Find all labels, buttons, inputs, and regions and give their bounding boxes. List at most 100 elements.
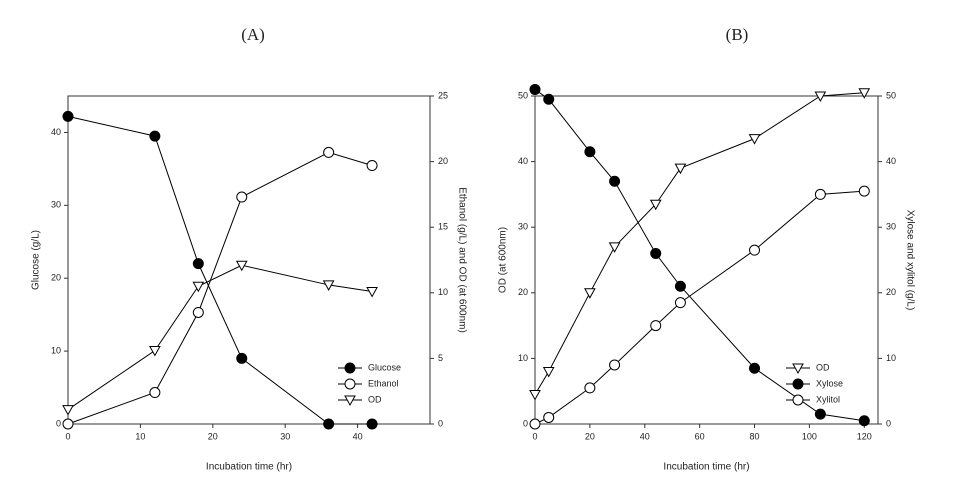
marker [674, 280, 686, 292]
chart-title: (A) [241, 25, 265, 44]
series-line [67, 264, 373, 410]
legend-marker [792, 363, 804, 375]
marker [858, 415, 870, 427]
x-axis-label: Incubation time (hr) [206, 462, 292, 473]
marker [149, 346, 161, 357]
y2-tick-label: 10 [886, 353, 896, 363]
x-tick-label: 40 [353, 431, 363, 441]
y-axis-label: Glucose (g/L) [31, 230, 42, 290]
marker [149, 130, 161, 142]
marker [192, 281, 205, 293]
y-tick-label: 40 [518, 156, 528, 166]
legend-marker [792, 378, 804, 390]
y2-tick-label: 25 [438, 90, 448, 100]
y-tick-label: 40 [51, 127, 61, 137]
y2-tick-label: 40 [886, 156, 896, 166]
marker [322, 280, 335, 291]
marker [749, 244, 761, 256]
series-line [67, 151, 373, 425]
marker [749, 362, 761, 374]
x-tick-label: 100 [802, 431, 817, 441]
legend-label: OD [368, 394, 382, 404]
legend-label: Ethanol [368, 378, 399, 388]
x-tick-label: 120 [857, 431, 872, 441]
marker [529, 83, 541, 95]
marker [674, 163, 687, 175]
marker [608, 242, 621, 253]
marker [62, 110, 74, 122]
y-tick-label: 30 [51, 200, 61, 210]
marker [584, 382, 596, 394]
marker [584, 146, 596, 158]
y-tick-label: 0 [56, 418, 61, 428]
x-tick-label: 20 [208, 431, 218, 441]
x-tick-label: 0 [65, 431, 70, 441]
marker [814, 408, 826, 420]
marker [235, 260, 248, 272]
y2-axis-label: Xylose and xylitol (g/L) [904, 210, 915, 311]
marker [542, 367, 555, 378]
y2-tick-label: 15 [438, 222, 448, 232]
marker [650, 247, 662, 259]
marker [609, 175, 621, 187]
marker [543, 93, 555, 105]
marker [236, 191, 248, 203]
y-tick-label: 20 [518, 287, 528, 297]
marker [609, 359, 621, 371]
marker [192, 306, 204, 318]
legend-label: Glucose [368, 362, 401, 372]
marker [814, 91, 827, 103]
x-tick-label: 0 [532, 431, 537, 441]
marker [650, 320, 662, 332]
legend-marker [792, 394, 804, 406]
marker [366, 418, 378, 430]
x-tick-label: 30 [280, 431, 290, 441]
x-tick-label: 80 [750, 431, 760, 441]
plot-frame [534, 95, 879, 425]
series-line [67, 115, 373, 425]
chart-title: (B) [726, 25, 749, 44]
marker [748, 134, 761, 145]
y-tick-label: 0 [523, 418, 528, 428]
y2-tick-label: 50 [886, 90, 896, 100]
marker [236, 352, 248, 364]
marker [529, 418, 541, 430]
marker [366, 160, 378, 172]
marker [62, 405, 74, 416]
y-tick-label: 10 [51, 345, 61, 355]
series-line [534, 92, 865, 395]
marker [858, 88, 871, 99]
marker [366, 286, 378, 298]
y-axis-label: OD (at 600nm) [498, 227, 509, 293]
y-tick-label: 50 [518, 90, 528, 100]
legend-label: Xylitol [816, 394, 840, 404]
marker [674, 297, 686, 309]
series-line [534, 89, 865, 422]
y-tick-label: 30 [518, 222, 528, 232]
y2-axis-label: Ethanol (g/L) and OD (at 600nm) [456, 187, 467, 333]
y-tick-label: 20 [51, 273, 61, 283]
marker [543, 411, 555, 423]
y2-tick-label: 30 [886, 222, 896, 232]
legend-marker [344, 362, 356, 374]
x-tick-label: 10 [135, 431, 145, 441]
x-tick-label: 20 [585, 431, 595, 441]
legend-label: OD [816, 362, 830, 372]
marker [649, 199, 662, 211]
marker [62, 418, 74, 430]
marker [584, 288, 596, 299]
marker [149, 387, 161, 399]
marker [529, 389, 541, 401]
y2-tick-label: 5 [438, 353, 443, 363]
y2-tick-label: 20 [438, 156, 448, 166]
marker [323, 418, 335, 430]
legend-label: Xylose [816, 378, 843, 388]
marker [814, 188, 826, 200]
legend-marker [344, 378, 356, 390]
y-tick-label: 10 [518, 353, 528, 363]
y2-tick-label: 20 [886, 287, 896, 297]
marker [192, 258, 204, 270]
x-axis-label: Incubation time (hr) [663, 462, 749, 473]
y2-tick-label: 0 [886, 418, 891, 428]
